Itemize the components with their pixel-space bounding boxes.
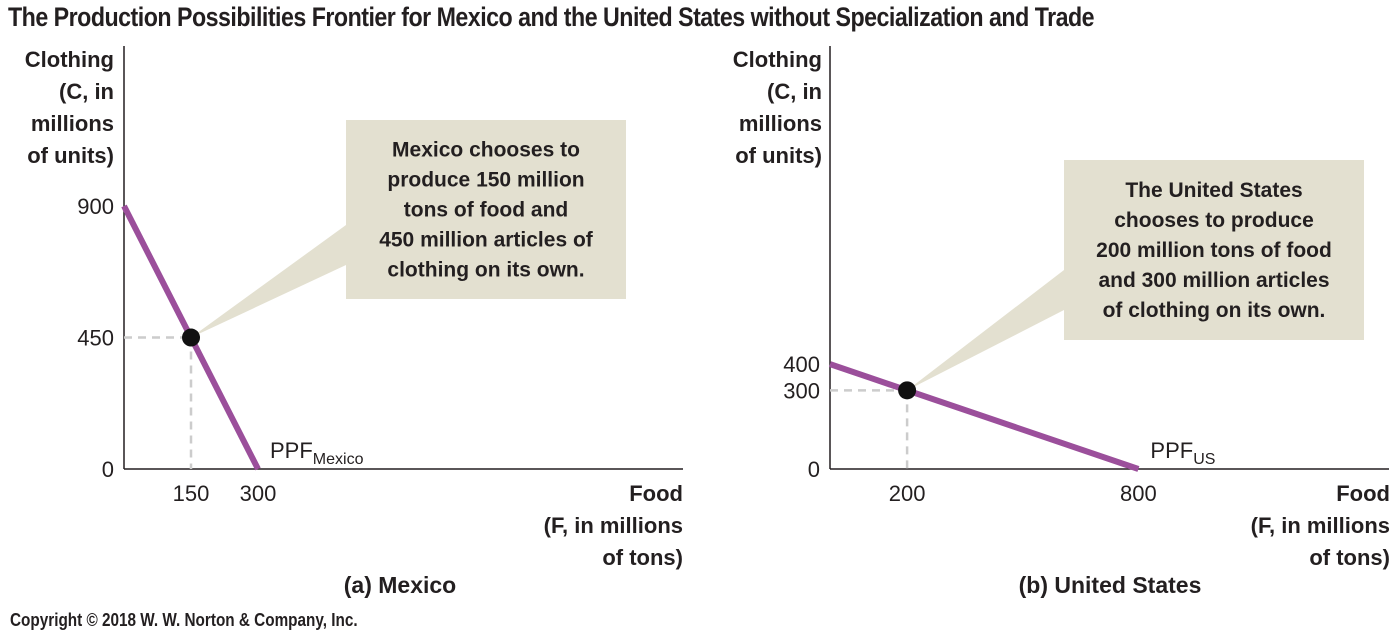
callout-text-line: 200 million tons of food xyxy=(1096,239,1332,262)
ppf-label-mexico: PPFMexico xyxy=(270,438,364,468)
y-axis-label-line: (C, in xyxy=(59,79,114,104)
ppf-label-subscript: US xyxy=(1193,451,1215,468)
panel-title-mexico: (a) Mexico xyxy=(343,572,457,598)
x-axis-label-us: Food (F, in millions of tons) xyxy=(1140,478,1390,574)
callout-box xyxy=(1064,160,1364,340)
figure-title: The Production Possibilities Frontier fo… xyxy=(8,2,1095,32)
production-point xyxy=(898,381,917,400)
y-tick-label: 900 xyxy=(77,194,114,219)
x-axis-label-line: of tons) xyxy=(602,545,683,570)
x-axis-label-line: of tons) xyxy=(1309,545,1390,570)
callout-text-line: tons of food and xyxy=(404,199,568,222)
ppf-line-us xyxy=(829,361,1140,472)
callout-pointer xyxy=(907,270,1064,391)
ppf-label-subscript: Mexico xyxy=(313,451,364,468)
callout-text-line: The United States xyxy=(1125,179,1302,202)
x-axis-label-line: Food xyxy=(629,481,683,506)
callout-text-line: produce 150 million xyxy=(387,169,584,192)
y-axis-label-line: Clothing xyxy=(24,47,114,72)
y-tick-label: 0 xyxy=(102,457,114,482)
y-axis-label-line: millions xyxy=(738,111,822,136)
y-axis-label-line: of units) xyxy=(27,143,114,168)
callout-text-line: Mexico chooses to xyxy=(392,139,580,162)
callout-box xyxy=(346,120,626,299)
callout-text-line: of clothing on its own. xyxy=(1103,299,1326,322)
x-axis-label-line: Food xyxy=(1336,481,1390,506)
y-tick-label: 0 xyxy=(808,457,820,482)
y-tick-label: 300 xyxy=(783,378,820,403)
x-axis-label-line: (F, in millions xyxy=(1250,513,1390,538)
panel-title-us: (b) United States xyxy=(1018,572,1202,598)
y-axis-label-line: Clothing xyxy=(732,47,822,72)
production-point xyxy=(182,328,201,347)
x-tick-label: 300 xyxy=(240,481,277,506)
ppf-label-us: PPFUS xyxy=(1150,438,1215,468)
x-axis-label-mexico: Food (F, in millions of tons) xyxy=(440,478,683,574)
y-axis-label-mexico: Clothing (C, in millions of units) xyxy=(4,44,114,172)
y-axis-label-line: (C, in xyxy=(767,79,822,104)
x-axis-label-line: (F, in millions xyxy=(543,513,683,538)
callout-text-line: and 300 million articles xyxy=(1098,269,1329,292)
x-tick-label: 150 xyxy=(173,481,210,506)
y-axis-label-line: millions xyxy=(30,111,114,136)
callout-pointer xyxy=(191,225,346,338)
y-axis-label-us: Clothing (C, in millions of units) xyxy=(700,44,822,172)
x-tick-label: 200 xyxy=(889,481,926,506)
copyright-notice: Copyright © 2018 W. W. Norton & Company,… xyxy=(10,610,358,630)
y-axis-label-line: of units) xyxy=(735,143,822,168)
x-tick-label: 800 xyxy=(1120,481,1157,506)
callout-text-line: 450 million articles of xyxy=(379,229,594,252)
callout-text-line: clothing on its own. xyxy=(387,259,584,282)
y-tick-label: 400 xyxy=(783,352,820,377)
callout-text-line: chooses to produce xyxy=(1114,209,1314,232)
y-tick-label: 450 xyxy=(77,326,114,351)
